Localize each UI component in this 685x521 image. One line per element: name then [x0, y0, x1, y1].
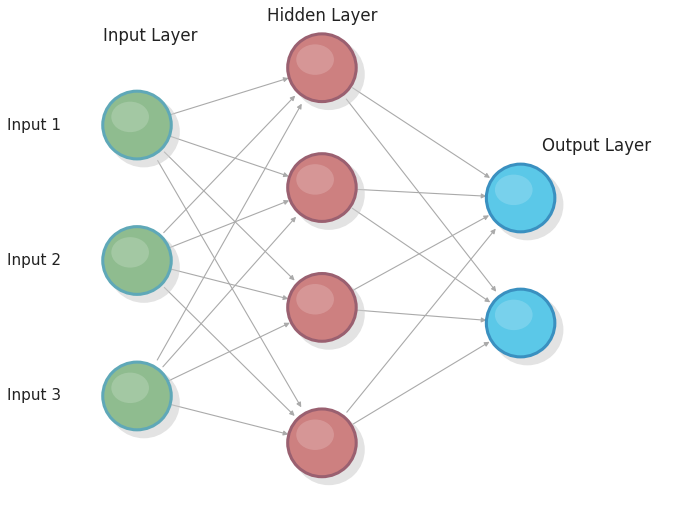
Ellipse shape: [296, 419, 334, 450]
Ellipse shape: [288, 154, 356, 221]
Text: Hidden Layer: Hidden Layer: [266, 7, 377, 24]
Text: Input 2: Input 2: [7, 253, 61, 268]
Ellipse shape: [103, 362, 171, 430]
Ellipse shape: [486, 164, 555, 232]
Ellipse shape: [292, 159, 365, 230]
Text: Input 3: Input 3: [7, 389, 61, 403]
Ellipse shape: [108, 232, 179, 303]
Ellipse shape: [288, 274, 356, 341]
Text: Input Layer: Input Layer: [103, 28, 198, 45]
Ellipse shape: [111, 102, 149, 132]
Ellipse shape: [296, 44, 334, 75]
Ellipse shape: [292, 279, 365, 350]
Ellipse shape: [292, 39, 365, 110]
Ellipse shape: [288, 34, 356, 102]
Text: Output Layer: Output Layer: [542, 137, 651, 155]
Ellipse shape: [296, 284, 334, 315]
Ellipse shape: [103, 91, 171, 159]
Ellipse shape: [108, 367, 179, 438]
Ellipse shape: [486, 289, 555, 357]
Text: Input 1: Input 1: [7, 118, 61, 132]
Ellipse shape: [108, 96, 179, 167]
Ellipse shape: [495, 300, 533, 330]
Ellipse shape: [495, 175, 533, 205]
Ellipse shape: [111, 237, 149, 268]
Ellipse shape: [292, 414, 365, 485]
Ellipse shape: [492, 294, 563, 365]
Ellipse shape: [288, 409, 356, 477]
Ellipse shape: [296, 164, 334, 195]
Ellipse shape: [492, 169, 563, 240]
Ellipse shape: [103, 227, 171, 294]
Ellipse shape: [111, 373, 149, 403]
